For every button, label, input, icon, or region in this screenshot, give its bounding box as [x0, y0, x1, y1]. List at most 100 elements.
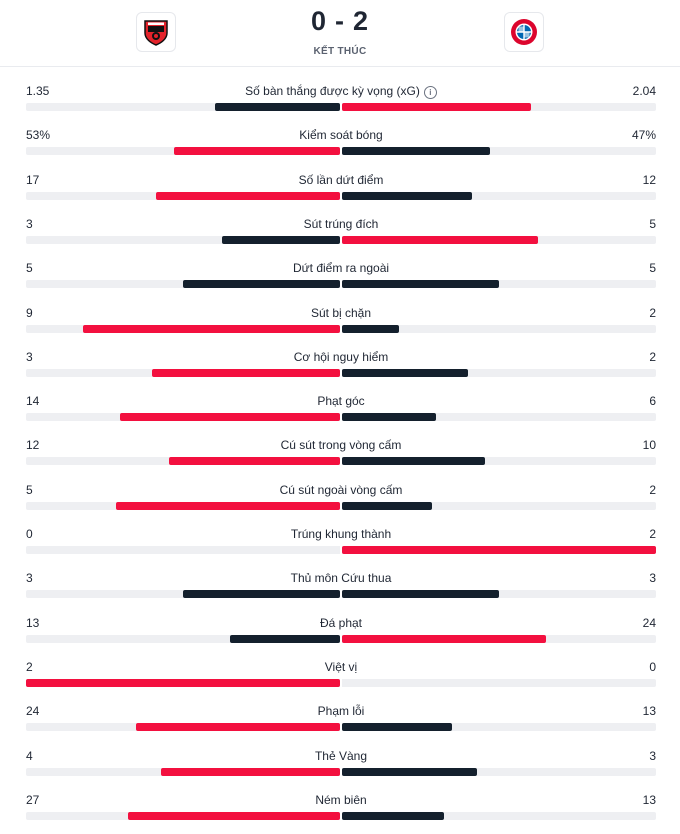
stat-label-text: Việt vị: [324, 659, 358, 674]
home-bar: [222, 235, 340, 244]
home-bar-track: [26, 590, 340, 599]
home-bar-track: [26, 280, 340, 289]
match-score: 0-2: [0, 6, 680, 37]
stat-row: 3 Cơ hội nguy hiểm 2: [26, 333, 656, 377]
away-team-badge[interactable]: [504, 12, 544, 52]
stat-row: 1.35 Số bàn thắng được kỳ vọng (xG) i 2.04: [26, 67, 656, 111]
home-bar-track: [26, 235, 340, 244]
home-bar: [174, 147, 340, 156]
stat-away-value: 24: [642, 615, 656, 630]
stat-label-text: Cơ hội nguy hiểm: [293, 349, 389, 364]
stat-row: 24 Phạm lỗi 13: [26, 687, 656, 732]
home-bar: [169, 457, 340, 466]
home-bar-track: [26, 678, 340, 687]
home-bar-track: [26, 147, 340, 156]
stat-label: Sút trúng đích: [26, 217, 656, 231]
away-bar-track: [342, 457, 656, 466]
stat-row: 53% Kiểm soát bóng 47%: [26, 111, 656, 156]
home-bar-track: [26, 457, 340, 466]
home-team-badge[interactable]: [136, 12, 176, 52]
stat-row: 5 Cú sút ngoài vòng cấm 2: [26, 466, 656, 510]
stat-label-text: Số lần dứt điểm: [298, 172, 384, 187]
stat-away-value: 5: [649, 216, 656, 231]
stat-row: 2 Việt vị 0: [26, 643, 656, 687]
stat-label-text: Phạt góc: [317, 394, 365, 409]
home-bar-track: [26, 103, 340, 111]
bayern-badge-icon: [511, 19, 537, 45]
stat-away-value: 6: [649, 394, 656, 409]
stat-home-value: 2: [26, 659, 33, 674]
stat-row: 13 Đá phạt 24: [26, 599, 656, 643]
stat-label-text: Đá phạt: [319, 615, 363, 630]
stat-home-value: 0: [26, 527, 33, 541]
stat-label: Thủ môn Cứu thua: [26, 571, 656, 585]
away-bar-track: [342, 191, 656, 200]
match-header: 0-2 KẾT THÚC: [0, 0, 680, 67]
away-bar-track: [342, 546, 656, 554]
home-bar: [152, 368, 340, 377]
away-bar: [342, 457, 485, 466]
stat-away-value: 3: [649, 571, 656, 586]
stat-home-value: 12: [26, 438, 40, 453]
stat-label-text: Cú sút trong vòng cấm: [280, 438, 402, 453]
info-icon[interactable]: i: [423, 86, 437, 99]
stat-label: Kiểm soát bóng: [26, 128, 656, 142]
stat-away-value: 13: [642, 704, 656, 719]
stat-home-value: 3: [26, 216, 33, 231]
stat-label-text: Cú sút ngoài vòng cấm: [279, 482, 403, 497]
stat-label: Cú sút ngoài vòng cấm: [26, 483, 656, 497]
home-bar: [230, 634, 340, 643]
stat-label: Phạm lỗi: [26, 704, 656, 718]
stat-label-text: Số bàn thắng được kỳ vọng (xG): [245, 84, 420, 98]
stat-home-value: 1.35: [26, 84, 50, 98]
stat-home-value: 53%: [26, 128, 51, 143]
stat-row: 9 Sút bị chặn 2: [26, 289, 656, 333]
away-bar: [342, 324, 399, 333]
stat-label-text: Thẻ Vàng: [314, 748, 368, 763]
stat-label-text: Sút trúng đích: [303, 216, 379, 231]
score-separator: -: [335, 6, 345, 36]
away-bar-track: [342, 723, 656, 732]
leverkusen-badge-icon: [144, 20, 168, 46]
stat-away-value: 5: [649, 261, 656, 276]
away-bar-track: [342, 413, 656, 422]
stat-away-value: 2: [649, 349, 656, 364]
stat-home-value: 13: [26, 615, 40, 630]
away-bar-track: [342, 280, 656, 289]
stat-label: Số bàn thắng được kỳ vọng (xG) i: [26, 84, 656, 99]
stat-label: Cú sút trong vòng cấm: [26, 438, 656, 452]
stat-away-value: 10: [642, 438, 656, 453]
away-bar: [342, 368, 468, 377]
stat-label: Trúng khung thành: [26, 527, 656, 541]
away-bar-track: [342, 147, 656, 156]
stat-label: Ném biên: [26, 793, 656, 807]
home-bar: [161, 767, 340, 776]
home-bar: [128, 811, 340, 820]
stat-label-text: Trúng khung thành: [290, 527, 392, 541]
away-bar-track: [342, 634, 656, 643]
stat-home-value: 5: [26, 482, 33, 497]
home-bar: [120, 413, 340, 422]
stat-row: 14 Phạt góc 6: [26, 377, 656, 422]
away-bar: [342, 634, 546, 643]
stat-home-value: 17: [26, 172, 40, 187]
stat-away-value: 2: [649, 305, 656, 320]
away-bar: [342, 501, 432, 510]
stat-away-value: 3: [649, 748, 656, 763]
stat-label: Phạt góc: [26, 394, 656, 408]
away-bar: [342, 767, 477, 776]
stat-label-text: Thủ môn Cứu thua: [290, 571, 392, 586]
home-bar-track: [26, 723, 340, 732]
away-bar: [342, 723, 452, 732]
stat-label-text: Kiểm soát bóng: [299, 128, 383, 143]
stat-label-text: Sút bị chặn: [310, 305, 372, 320]
away-bar: [342, 280, 499, 289]
stat-label: Đá phạt: [26, 616, 656, 630]
away-bar-track: [342, 324, 656, 333]
away-bar-track: [342, 368, 656, 377]
home-score: 0: [310, 6, 327, 36]
stat-row: 27 Ném biên 13: [26, 776, 656, 820]
home-bar-track: [26, 191, 340, 200]
away-bar-track: [342, 678, 656, 687]
away-bar-track: [342, 811, 656, 820]
